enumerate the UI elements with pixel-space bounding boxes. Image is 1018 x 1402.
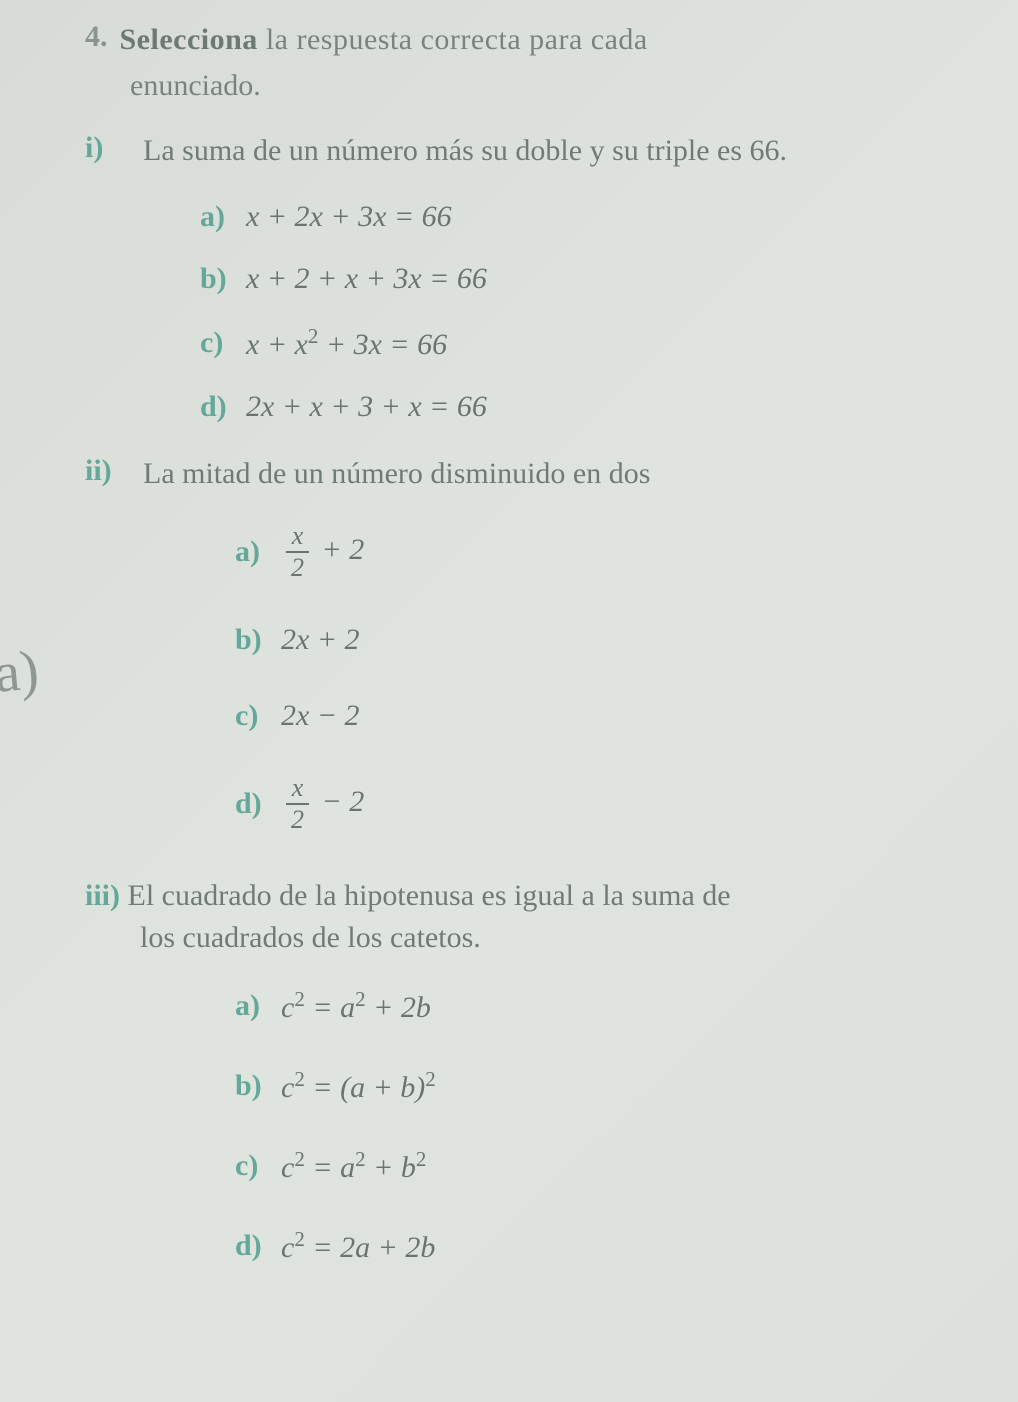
opt-label: c) bbox=[235, 699, 271, 733]
opt-label: c) bbox=[200, 326, 236, 360]
frac-tail: − 2 bbox=[314, 784, 364, 817]
sub-text-ii: La mitad de un número disminuido en dos bbox=[143, 454, 650, 493]
question-verb: Selecciona bbox=[120, 23, 258, 56]
option-iii-d[interactable]: d) c2 = 2a + 2b bbox=[235, 1227, 968, 1265]
sub-iii-text1: El cuadrado de la hipotenusa es igual a … bbox=[128, 879, 731, 912]
opt-label: c) bbox=[235, 1149, 271, 1183]
option-ii-a[interactable]: a) x 2 + 2 bbox=[235, 523, 968, 581]
opt-expr: 2x − 2 bbox=[281, 699, 360, 733]
question-header: 4. Selecciona la respuesta correcta para… bbox=[85, 20, 968, 61]
option-i-c[interactable]: c) x + x2 + 3x = 66 bbox=[200, 324, 968, 362]
handwritten-annotation: a) bbox=[0, 638, 41, 706]
opt-expr: x 2 + 2 bbox=[281, 523, 364, 581]
frac-den: 2 bbox=[285, 553, 310, 581]
question-continuation: enunciado. bbox=[130, 69, 968, 103]
opt-label: a) bbox=[235, 989, 271, 1023]
frac-den: 2 bbox=[285, 805, 310, 833]
opt-label: a) bbox=[200, 200, 236, 234]
sub-text-i: La suma de un número más su doble y su t… bbox=[143, 131, 787, 170]
option-i-a[interactable]: a) x + 2x + 3x = 66 bbox=[200, 200, 968, 234]
subquestion-ii: ii) La mitad de un número disminuido en … bbox=[85, 454, 968, 493]
frac-num: x bbox=[286, 523, 310, 553]
opt-expr: x + x2 + 3x = 66 bbox=[246, 324, 447, 362]
options-i: a) x + 2x + 3x = 66 b) x + 2 + x + 3x = … bbox=[200, 200, 968, 424]
opt-expr: c2 = a2 + b2 bbox=[281, 1147, 426, 1185]
option-iii-c[interactable]: c) c2 = a2 + b2 bbox=[235, 1147, 968, 1185]
opt-expr: 2x + x + 3 + x = 66 bbox=[246, 390, 487, 424]
sub-iii-line1: iii) El cuadrado de la hipotenusa es igu… bbox=[85, 875, 968, 917]
option-iii-b[interactable]: b) c2 = (a + b)2 bbox=[235, 1067, 968, 1105]
question-number: 4. bbox=[85, 20, 108, 54]
question-title: Selecciona la respuesta correcta para ca… bbox=[120, 20, 648, 61]
opt-expr: x + 2x + 3x = 66 bbox=[246, 200, 452, 234]
options-ii: a) x 2 + 2 b) 2x + 2 c) 2x − 2 d) x 2 − … bbox=[235, 523, 968, 833]
opt-expr: c2 = a2 + 2b bbox=[281, 987, 431, 1025]
worksheet-page: 4. Selecciona la respuesta correcta para… bbox=[0, 0, 1018, 1327]
fraction: x 2 bbox=[285, 523, 310, 581]
option-ii-c[interactable]: c) 2x − 2 bbox=[235, 699, 968, 733]
opt-label: d) bbox=[200, 390, 236, 424]
option-ii-b[interactable]: b) 2x + 2 bbox=[235, 623, 968, 657]
subquestion-i: i) La suma de un número más su doble y s… bbox=[85, 131, 968, 170]
sub-label-ii: ii) bbox=[85, 454, 125, 488]
opt-expr: c2 = (a + b)2 bbox=[281, 1067, 436, 1105]
opt-expr: c2 = 2a + 2b bbox=[281, 1227, 435, 1265]
frac-num: x bbox=[286, 775, 310, 805]
sub-label-i: i) bbox=[85, 131, 125, 165]
fraction: x 2 bbox=[285, 775, 310, 833]
opt-label: b) bbox=[235, 1069, 271, 1103]
opt-label: a) bbox=[235, 535, 271, 569]
opt-expr: x + 2 + x + 3x = 66 bbox=[246, 262, 487, 296]
option-i-b[interactable]: b) x + 2 + x + 3x = 66 bbox=[200, 262, 968, 296]
frac-tail: + 2 bbox=[314, 532, 364, 565]
opt-expr: 2x + 2 bbox=[281, 623, 360, 657]
opt-label: d) bbox=[235, 787, 271, 821]
question-rest: la respuesta correcta para cada bbox=[266, 23, 648, 56]
subquestion-iii: iii) El cuadrado de la hipotenusa es igu… bbox=[85, 875, 968, 959]
opt-label: b) bbox=[235, 623, 271, 657]
sub-label-iii: iii) bbox=[85, 879, 120, 912]
options-iii: a) c2 = a2 + 2b b) c2 = (a + b)2 c) c2 =… bbox=[235, 987, 968, 1265]
opt-expr: x 2 − 2 bbox=[281, 775, 364, 833]
option-iii-a[interactable]: a) c2 = a2 + 2b bbox=[235, 987, 968, 1025]
opt-label: b) bbox=[200, 262, 236, 296]
opt-label: d) bbox=[235, 1229, 271, 1263]
option-i-d[interactable]: d) 2x + x + 3 + x = 66 bbox=[200, 390, 968, 424]
option-ii-d[interactable]: d) x 2 − 2 bbox=[235, 775, 968, 833]
sub-iii-line2: los cuadrados de los catetos. bbox=[140, 917, 968, 959]
